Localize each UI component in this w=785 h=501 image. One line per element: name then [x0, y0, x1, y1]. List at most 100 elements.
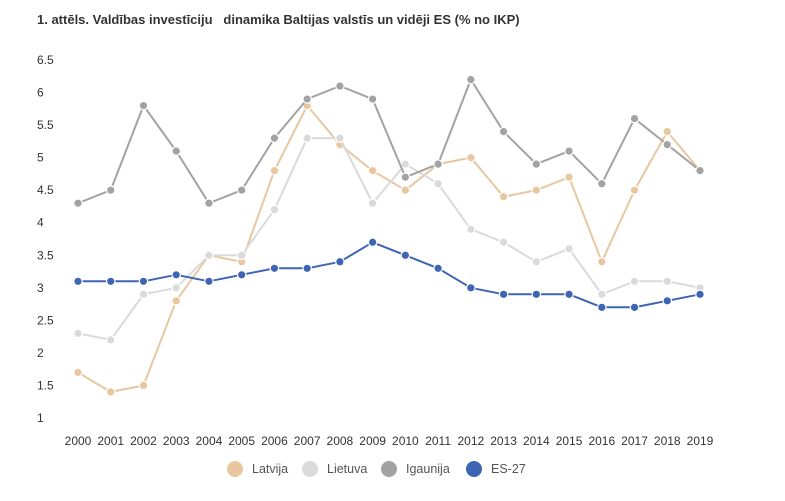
data-point-igaunija[interactable]: [302, 94, 312, 104]
data-point-es27[interactable]: [400, 250, 411, 261]
legend-marker-es27: [466, 461, 482, 477]
data-point-igaunija[interactable]: [498, 126, 509, 137]
data-point-latvija[interactable]: [400, 185, 411, 195]
data-point-es27[interactable]: [498, 289, 509, 300]
data-point-es27[interactable]: [105, 276, 116, 287]
data-point-lietuva[interactable]: [629, 276, 640, 287]
data-point-es27[interactable]: [236, 269, 247, 280]
data-point-es27[interactable]: [531, 289, 542, 300]
data-point-lietuva[interactable]: [138, 289, 149, 300]
data-point-igaunija[interactable]: [138, 100, 149, 111]
data-point-igaunija[interactable]: [531, 159, 542, 169]
data-point-igaunija[interactable]: [236, 185, 247, 195]
data-point-latvija[interactable]: [596, 256, 607, 267]
data-point-es27[interactable]: [204, 276, 214, 287]
data-point-es27[interactable]: [629, 302, 640, 313]
data-point-es27[interactable]: [335, 256, 345, 267]
data-point-igaunija[interactable]: [466, 74, 476, 85]
data-point-igaunija[interactable]: [400, 172, 411, 182]
data-point-lietuva[interactable]: [269, 204, 280, 215]
data-point-lietuva[interactable]: [466, 224, 476, 235]
x-tick-label: 2006: [261, 434, 288, 448]
data-point-lietuva[interactable]: [204, 250, 214, 261]
series-lietuva: [73, 133, 705, 345]
data-point-latvija[interactable]: [531, 185, 542, 195]
data-point-es27[interactable]: [433, 263, 443, 274]
data-point-es27[interactable]: [138, 276, 149, 287]
legend-item-igaunija[interactable]: Igaunija: [381, 458, 450, 480]
data-point-igaunija[interactable]: [335, 81, 345, 91]
chart-title: 1. attēls. Valdības investīciju dinamika…: [37, 12, 520, 27]
data-point-latvija[interactable]: [269, 165, 280, 176]
legend-item-lietuva[interactable]: Lietuva: [302, 458, 367, 480]
x-tick-label: 2004: [196, 434, 223, 448]
data-point-igaunija[interactable]: [564, 146, 574, 156]
data-point-lietuva[interactable]: [564, 243, 574, 254]
data-point-es27[interactable]: [367, 237, 378, 248]
data-point-igaunija[interactable]: [171, 146, 182, 156]
legend-label-lietuva: Lietuva: [327, 462, 368, 476]
data-point-lietuva[interactable]: [662, 276, 673, 287]
series-line-latvija: [77, 104, 701, 393]
series-igaunija: [73, 74, 705, 208]
x-tick-label: 2007: [294, 434, 321, 448]
x-tick-label: 2010: [392, 434, 419, 448]
y-tick-label: 5: [37, 151, 44, 165]
data-point-es27[interactable]: [73, 276, 83, 287]
y-tick-label: 1: [37, 411, 44, 425]
x-tick-label: 2005: [228, 434, 255, 448]
y-tick-label: 2.5: [37, 313, 54, 327]
data-point-lietuva[interactable]: [302, 133, 312, 143]
data-point-igaunija[interactable]: [695, 165, 705, 176]
data-point-es27[interactable]: [466, 283, 476, 293]
legend-item-es27[interactable]: ES-27: [466, 458, 526, 480]
data-point-lietuva[interactable]: [400, 159, 411, 169]
x-tick-label: 2002: [130, 434, 157, 448]
data-point-latvija[interactable]: [629, 185, 640, 195]
data-point-igaunija[interactable]: [73, 198, 83, 208]
y-tick-label: 4.5: [37, 183, 54, 197]
data-point-es27[interactable]: [564, 289, 574, 300]
data-point-igaunija[interactable]: [629, 113, 640, 124]
data-point-igaunija[interactable]: [367, 94, 378, 104]
data-point-latvija[interactable]: [367, 165, 378, 176]
data-point-es27[interactable]: [695, 289, 705, 300]
data-point-lietuva[interactable]: [367, 198, 378, 208]
data-point-lietuva[interactable]: [171, 283, 182, 293]
x-tick-label: 2015: [556, 434, 583, 448]
series-es27: [73, 237, 705, 313]
data-point-lietuva[interactable]: [596, 289, 607, 300]
data-point-lietuva[interactable]: [531, 256, 542, 267]
data-point-lietuva[interactable]: [498, 237, 509, 248]
data-point-igaunija[interactable]: [269, 133, 280, 143]
data-point-es27[interactable]: [302, 263, 312, 274]
data-point-latvija[interactable]: [138, 380, 149, 391]
data-point-latvija[interactable]: [105, 387, 116, 397]
data-point-latvija[interactable]: [498, 191, 509, 202]
data-point-latvija[interactable]: [466, 152, 476, 163]
data-point-lietuva[interactable]: [236, 250, 247, 261]
y-tick-label: 3.5: [37, 248, 54, 262]
data-point-igaunija[interactable]: [662, 139, 673, 150]
y-tick-label: 6.5: [37, 53, 54, 67]
data-point-igaunija[interactable]: [204, 198, 214, 208]
data-point-es27[interactable]: [596, 302, 607, 313]
data-point-es27[interactable]: [269, 263, 280, 274]
x-tick-label: 2013: [490, 434, 517, 448]
data-point-latvija[interactable]: [564, 172, 574, 182]
data-point-lietuva[interactable]: [73, 328, 83, 339]
data-point-igaunija[interactable]: [105, 185, 116, 195]
legend-item-latvija[interactable]: Latvija: [227, 458, 288, 480]
data-point-lietuva[interactable]: [433, 178, 443, 189]
legend-label-igaunija: Igaunija: [406, 462, 450, 476]
data-point-es27[interactable]: [662, 296, 673, 306]
data-point-latvija[interactable]: [73, 367, 83, 378]
data-point-latvija[interactable]: [171, 296, 182, 306]
data-point-es27[interactable]: [171, 269, 182, 280]
data-point-igaunija[interactable]: [596, 178, 607, 189]
y-tick-label: 5.5: [37, 118, 54, 132]
data-point-latvija[interactable]: [662, 126, 673, 137]
data-point-lietuva[interactable]: [335, 133, 345, 143]
data-point-igaunija[interactable]: [433, 159, 443, 169]
data-point-lietuva[interactable]: [105, 335, 116, 345]
